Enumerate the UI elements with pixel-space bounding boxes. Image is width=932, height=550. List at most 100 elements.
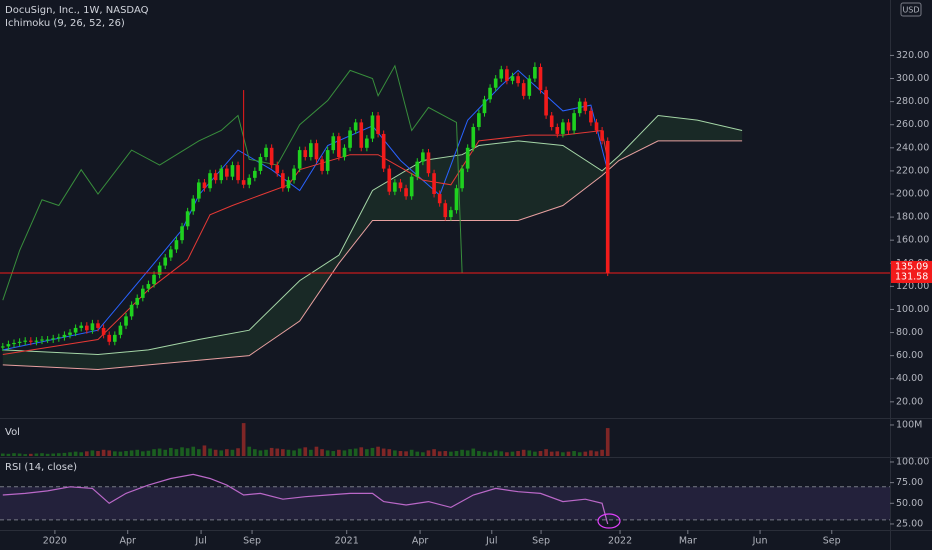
volume-bar: [320, 449, 324, 456]
candle-body: [174, 240, 179, 250]
candle-body: [185, 211, 190, 227]
candle-body: [180, 226, 184, 241]
candle-body: [381, 133, 386, 169]
indicator-line: [2, 64, 463, 301]
candle-body: [264, 147, 268, 158]
candle-body: [454, 188, 459, 211]
volume-bar: [107, 450, 112, 456]
cloud-upper-line: [2, 114, 743, 356]
candle-body: [533, 66, 537, 79]
volume-bar: [583, 451, 588, 456]
volume-bar: [600, 449, 604, 456]
volume-bar: [566, 451, 571, 456]
candle-body: [521, 83, 526, 96]
volume-bar: [309, 449, 313, 456]
volume-bar: [303, 447, 308, 456]
volume-bar: [124, 451, 128, 456]
volume-bar: [79, 452, 84, 456]
candle-body: [56, 337, 61, 339]
volume-bar: [12, 453, 16, 456]
candle-body: [107, 334, 112, 342]
volume-bar: [482, 451, 487, 456]
volume-bar: [213, 449, 218, 456]
candle-body: [583, 101, 588, 111]
volume-bar: [275, 448, 280, 456]
volume-bar: [281, 449, 285, 456]
candle-body: [314, 143, 319, 160]
candle-body: [577, 101, 582, 114]
y-tick-label: 280.00: [896, 96, 929, 107]
currency: USD: [902, 6, 919, 15]
candle-body: [510, 76, 515, 81]
candle-body: [415, 161, 420, 177]
y-tick-label: 220.00: [896, 165, 929, 176]
candle-body: [73, 327, 78, 333]
volume-bar: [129, 450, 134, 456]
volume-bar: [348, 449, 352, 456]
candle-body: [281, 173, 285, 189]
y-tick-label: 320.00: [896, 50, 929, 61]
volume-bar: [572, 451, 576, 456]
candle-body: [45, 339, 50, 341]
candle-body: [499, 69, 504, 79]
candle-body: [297, 150, 302, 169]
volume-bar: [449, 451, 453, 456]
volume-bar: [225, 449, 229, 456]
x-tick-label: 2021: [335, 536, 359, 547]
candle-body: [101, 327, 106, 335]
volume-bar: [415, 451, 420, 456]
y-tick-label: 100.00: [896, 304, 929, 315]
x-tick-label: Apr: [119, 536, 136, 547]
volume-bar: [521, 449, 526, 456]
volume-bar: [409, 449, 414, 456]
marks: [0, 62, 890, 525]
x-tick-label: 2022: [608, 536, 632, 547]
candle-body: [549, 115, 554, 128]
candle-body: [208, 173, 212, 189]
candle-body: [488, 87, 492, 100]
volume-bar: [84, 451, 89, 456]
candle-body: [359, 122, 364, 148]
volume-bar: [471, 448, 476, 456]
volume-bar: [505, 452, 509, 456]
volume-bar: [365, 449, 369, 456]
volume-bar: [68, 452, 72, 456]
candle-body: [118, 325, 123, 335]
y-tick-label: 100.00: [896, 456, 929, 467]
volume-bar: [258, 450, 263, 456]
candle-body: [23, 340, 28, 342]
volume-bar: [236, 448, 240, 456]
volume-bar: [269, 447, 274, 456]
volume-bar: [398, 451, 403, 456]
candle-body: [124, 316, 128, 326]
candle-body: [337, 136, 341, 158]
candle-body: [516, 76, 520, 84]
volume-bar: [577, 452, 582, 456]
volume-bar: [202, 445, 207, 456]
volume-bar: [460, 449, 464, 456]
candle-body: [12, 342, 16, 345]
volume-bar: [146, 450, 151, 456]
candle-body: [191, 198, 196, 212]
candle-body: [426, 152, 431, 174]
candle-body: [460, 168, 464, 189]
x-tick-label: 2020: [43, 536, 67, 547]
volume-bar: [527, 450, 532, 456]
candle-body: [169, 249, 173, 258]
volume-bar: [152, 449, 156, 456]
volume-bar: [393, 450, 397, 456]
candle-body: [387, 168, 392, 192]
volume-bar: [516, 451, 520, 456]
candle-body: [236, 165, 240, 181]
volume-bar: [381, 448, 386, 456]
volume-bar: [538, 451, 543, 456]
volume-bar: [40, 453, 44, 456]
volume-bar: [264, 449, 268, 456]
candle-body: [258, 157, 263, 171]
candle-body: [219, 168, 224, 181]
volume-bar: [594, 451, 599, 456]
volume-bar: [163, 449, 168, 456]
x-tick-label: Sep: [823, 536, 841, 547]
volume-bar: [185, 448, 190, 456]
